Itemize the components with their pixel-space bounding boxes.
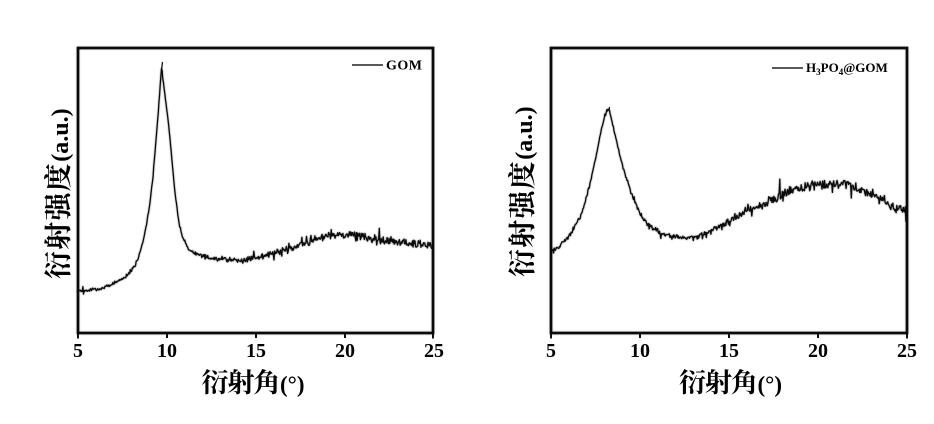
svg-text:(a.u.): (a.u.) xyxy=(48,108,74,161)
svg-text:20: 20 xyxy=(335,340,355,362)
svg-text:15: 15 xyxy=(719,340,739,362)
svg-text:(°): (°) xyxy=(758,372,783,397)
svg-text:15: 15 xyxy=(246,340,266,362)
svg-text:(a.u.): (a.u.) xyxy=(512,106,538,159)
svg-text:5: 5 xyxy=(546,340,556,362)
svg-text:GOM: GOM xyxy=(386,59,423,74)
svg-text:25: 25 xyxy=(897,340,917,362)
svg-text:20: 20 xyxy=(808,340,828,362)
svg-text:25: 25 xyxy=(424,340,444,362)
svg-text:(°): (°) xyxy=(280,372,305,397)
svg-text:5: 5 xyxy=(73,340,83,362)
svg-text:10: 10 xyxy=(630,340,650,362)
svg-text:H3PO4@GOM: H3PO4@GOM xyxy=(806,60,888,77)
svg-text:10: 10 xyxy=(157,340,177,362)
